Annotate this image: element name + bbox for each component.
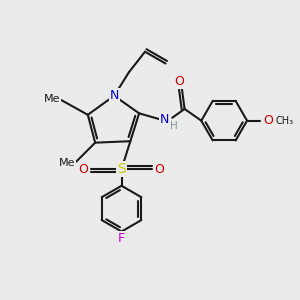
Text: O: O xyxy=(155,163,165,176)
Text: H: H xyxy=(169,121,177,131)
Text: Me: Me xyxy=(58,158,75,168)
Text: O: O xyxy=(174,75,184,88)
Text: N: N xyxy=(160,113,169,126)
Text: O: O xyxy=(79,163,88,176)
Text: S: S xyxy=(117,162,126,176)
Text: O: O xyxy=(263,114,273,127)
Text: F: F xyxy=(118,232,125,245)
Text: CH₃: CH₃ xyxy=(275,116,294,126)
Text: N: N xyxy=(110,89,119,102)
Text: Me: Me xyxy=(44,94,60,104)
